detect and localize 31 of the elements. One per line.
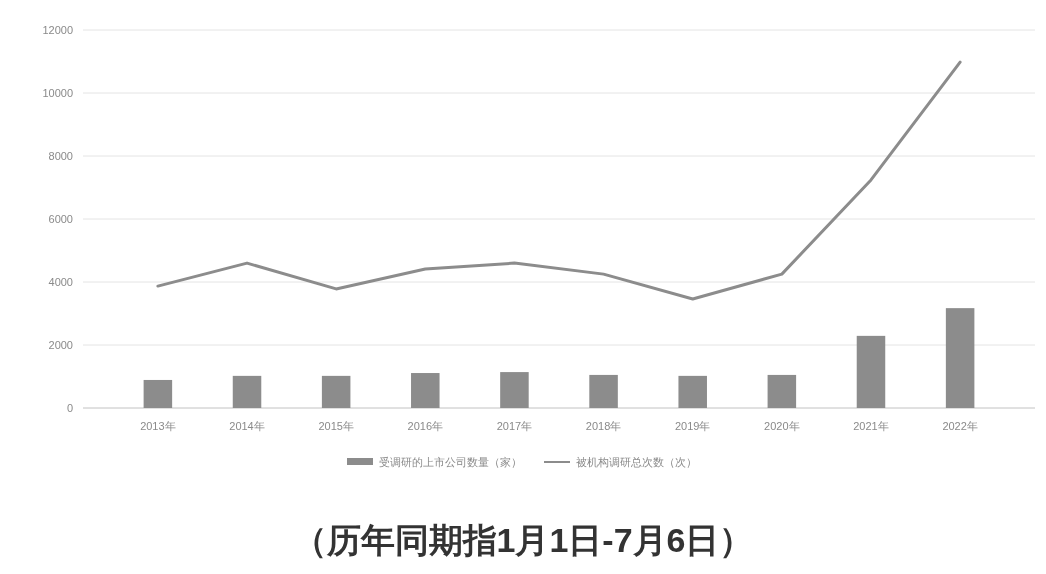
y-tick-label: 10000 xyxy=(42,87,73,99)
x-tick-label: 2013年 xyxy=(140,420,176,432)
y-tick-label: 6000 xyxy=(48,213,73,225)
y-tick-label: 8000 xyxy=(48,150,73,162)
bar xyxy=(411,373,440,408)
y-tick-label: 12000 xyxy=(42,24,73,36)
x-tick-label: 2016年 xyxy=(407,420,444,432)
line-series xyxy=(156,60,962,301)
y-tick-label: 4000 xyxy=(48,276,73,288)
y-tick-label: 2000 xyxy=(48,339,73,351)
bar xyxy=(143,379,173,408)
bar xyxy=(321,375,351,408)
bar xyxy=(232,375,262,408)
x-tick-label: 2022年 xyxy=(942,420,978,432)
legend-label: 被机构调研总次数（次） xyxy=(576,456,697,468)
bar xyxy=(500,372,529,408)
x-tick-label: 2021年 xyxy=(853,420,889,432)
legend-label: 受调研的上市公司数量（家） xyxy=(379,456,522,468)
x-tick-label: 2020年 xyxy=(764,420,800,432)
bar xyxy=(856,335,886,408)
bar xyxy=(589,374,618,408)
y-tick-label: 0 xyxy=(66,402,73,414)
x-tick-label: 2014年 xyxy=(229,420,265,432)
x-tick-label: 2018年 xyxy=(585,420,622,432)
x-tick-label: 2019年 xyxy=(674,420,711,432)
x-tick-label: 2015年 xyxy=(318,420,354,432)
bar xyxy=(945,308,975,408)
x-tick-label: 2017年 xyxy=(496,420,533,432)
bar xyxy=(767,374,797,408)
text: （历年同期指1月1日-7月6日） xyxy=(292,521,754,559)
bar xyxy=(678,375,707,408)
